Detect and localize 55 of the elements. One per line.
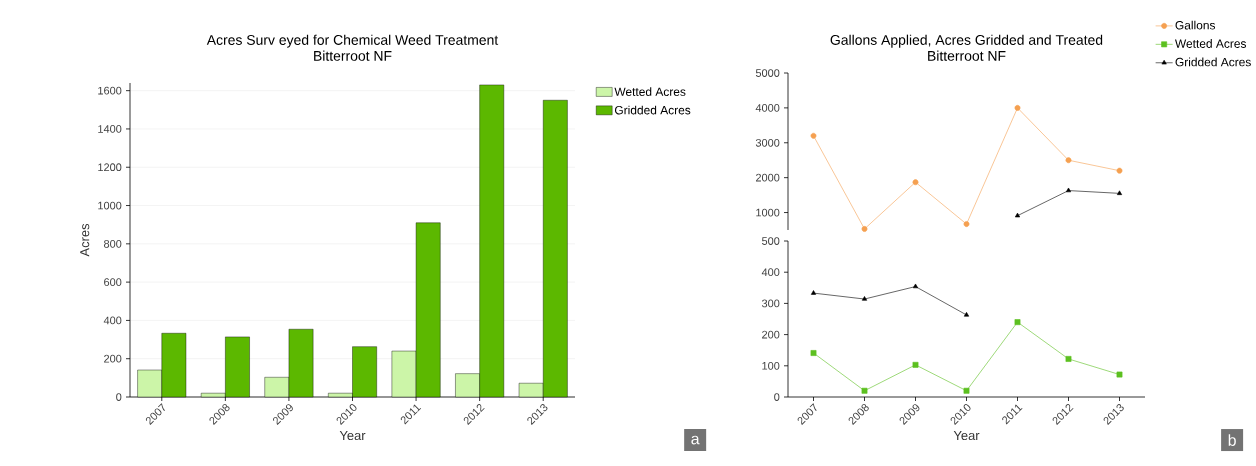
point (1065, 157, 1072, 164)
y-tick-label: 2000 (755, 173, 780, 182)
y-tick-label: 3000 (755, 138, 780, 147)
legend-label: Gridded Acres (1175, 57, 1251, 67)
chart-title: Acres Surv eyed for Chemical Weed Treatment (206, 34, 499, 48)
legend-label: Wetted Acres (614, 87, 686, 96)
point (963, 312, 970, 317)
point (810, 290, 817, 295)
y-axis-title: Acres (80, 223, 90, 257)
legend-label: Gallons (1175, 20, 1216, 30)
point (963, 387, 970, 394)
y-tick-label: 300 (761, 299, 780, 308)
y-tick-label: 1400 (98, 125, 122, 133)
y-tick-label: 0 (774, 393, 780, 401)
y-tick-label: 200 (104, 354, 122, 363)
y-tick-label: 5000 (755, 69, 780, 77)
y-tick-label: 100 (762, 361, 780, 370)
point (1116, 167, 1123, 174)
y-tick-label: 600 (104, 278, 122, 286)
y-tick-label: 4000 (755, 104, 780, 112)
point (810, 132, 817, 139)
point (912, 361, 919, 368)
chart-subtitle: Bitterroot NF (928, 50, 1006, 61)
point (861, 387, 868, 394)
y-tick-label: 1000 (98, 201, 122, 210)
point (861, 296, 868, 301)
x-axis-title: Year (339, 431, 366, 441)
y-tick-label: 400 (761, 268, 780, 277)
text: b (1228, 434, 1236, 446)
point (912, 179, 919, 186)
point (912, 283, 919, 289)
y-tick-label: 0 (116, 393, 122, 401)
point (861, 226, 868, 232)
y-tick-label: 1200 (98, 163, 122, 172)
y-tick-label: 200 (762, 330, 780, 339)
chart-title: Gallons Applied, Acres Gridded and Treated (830, 34, 1103, 48)
point (1065, 187, 1072, 193)
point (1116, 371, 1123, 378)
point (963, 221, 970, 227)
point (1014, 104, 1021, 111)
text: a (691, 435, 700, 445)
point (1014, 212, 1021, 218)
y-tick-label: 500 (761, 237, 780, 245)
point (1014, 319, 1021, 326)
y-tick-label: 400 (103, 316, 122, 325)
legend-label: Wetted Acres (1174, 39, 1247, 48)
x-axis-title: Year (953, 431, 980, 441)
y-tick-label: 1000 (756, 208, 780, 217)
y-tick-label: 1600 (98, 86, 122, 95)
y-tick-label: 800 (104, 239, 122, 248)
point (810, 350, 817, 356)
chart-subtitle: Bitterroot NF (314, 50, 392, 61)
point (1116, 190, 1123, 195)
legend-label: Gridded Acres (614, 105, 691, 115)
point (1065, 356, 1072, 362)
